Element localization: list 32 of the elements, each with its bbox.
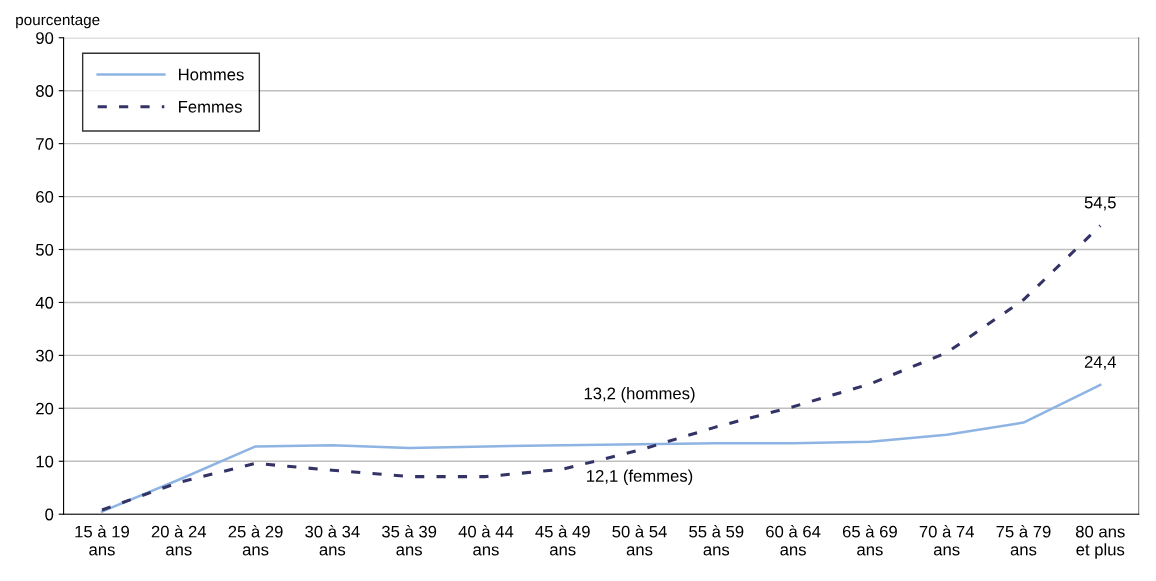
- x-tick-label: 65 à 69 ans: [842, 525, 897, 556]
- x-tick-label: 15 à 19 ans: [75, 525, 129, 556]
- line-series: [100, 383, 1102, 513]
- y-tick-label: 30: [35, 349, 54, 362]
- x-tick-label: 55 à 59 ans: [689, 525, 744, 556]
- y-tick-label: 60: [36, 190, 54, 203]
- y-tick-label: 80: [36, 85, 54, 97]
- y-tick-label: 50: [35, 243, 54, 256]
- legend-label: Femmes: [179, 101, 242, 113]
- y-tick-label: 0: [45, 508, 54, 521]
- data-label: 24,4: [1084, 356, 1116, 370]
- data-label: 54,5: [1084, 196, 1116, 211]
- annotation: 12,1 (femmes): [587, 469, 693, 486]
- y-tick-label: 10: [36, 455, 54, 468]
- y-tick-label: 40: [35, 296, 54, 309]
- y-axis-title: pourcentage: [16, 15, 100, 29]
- x-tick-label: 20 à 24 ans: [151, 525, 207, 556]
- x-tick-label: 30 à 34 ans: [305, 525, 360, 556]
- legend-label: Hommes: [179, 68, 244, 81]
- x-tick-label: 40 à 44 ans: [458, 525, 514, 556]
- y-tick-label: 70: [36, 138, 54, 150]
- x-tick-label: 75 à 79 ans: [996, 525, 1051, 556]
- y-tick-label: 20: [36, 402, 54, 415]
- x-tick-label: 50 à 54 ans: [612, 525, 667, 556]
- x-tick-label: 25 à 29 ans: [228, 525, 283, 556]
- x-tick-label: 80 ans et plus: [1075, 525, 1125, 559]
- x-tick-label: 60 à 64 ans: [766, 525, 821, 556]
- x-tick-label: 45 à 49 ans: [535, 525, 590, 556]
- y-tick-label: 90: [36, 32, 54, 44]
- x-tick-label: 70 à 74 ans: [919, 525, 974, 556]
- annotation: 13,2 (hommes): [584, 387, 695, 403]
- x-tick-label: 35 à 39 ans: [381, 525, 437, 556]
